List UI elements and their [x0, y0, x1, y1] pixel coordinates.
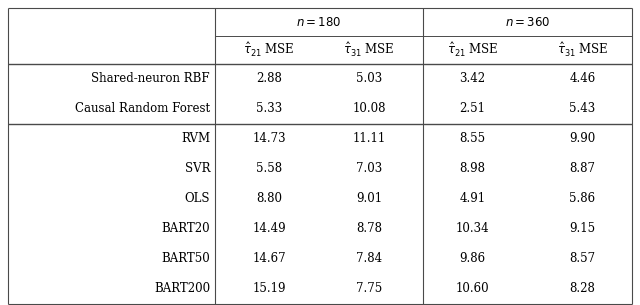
Text: 15.19: 15.19 — [252, 282, 285, 296]
Text: 2.88: 2.88 — [256, 73, 282, 85]
Text: 8.87: 8.87 — [570, 163, 595, 175]
Text: OLS: OLS — [184, 192, 210, 206]
Text: 9.90: 9.90 — [570, 132, 596, 145]
Text: RVM: RVM — [181, 132, 210, 145]
Text: BART20: BART20 — [161, 223, 210, 235]
Text: $\hat{\tau}_{21}$ MSE: $\hat{\tau}_{21}$ MSE — [447, 41, 498, 59]
Text: Causal Random Forest: Causal Random Forest — [75, 102, 210, 116]
Text: 8.80: 8.80 — [256, 192, 282, 206]
Text: SVR: SVR — [184, 163, 210, 175]
Text: 9.01: 9.01 — [356, 192, 382, 206]
Text: 7.84: 7.84 — [356, 253, 382, 265]
Text: 5.43: 5.43 — [570, 102, 596, 116]
Text: 8.98: 8.98 — [460, 163, 486, 175]
Text: 5.58: 5.58 — [256, 163, 282, 175]
Text: 2.51: 2.51 — [460, 102, 486, 116]
Text: 8.28: 8.28 — [570, 282, 595, 296]
Text: $\hat{\tau}_{31}$ MSE: $\hat{\tau}_{31}$ MSE — [557, 41, 608, 59]
Text: 5.33: 5.33 — [256, 102, 282, 116]
Text: 14.49: 14.49 — [252, 223, 286, 235]
Text: Shared-neuron RBF: Shared-neuron RBF — [92, 73, 210, 85]
Text: 5.03: 5.03 — [356, 73, 382, 85]
Text: 9.15: 9.15 — [570, 223, 596, 235]
Text: $\hat{\tau}_{21}$ MSE: $\hat{\tau}_{21}$ MSE — [243, 41, 295, 59]
Text: 5.86: 5.86 — [570, 192, 596, 206]
Text: 8.57: 8.57 — [570, 253, 596, 265]
Text: 9.86: 9.86 — [460, 253, 486, 265]
Text: 11.11: 11.11 — [353, 132, 386, 145]
Text: 4.46: 4.46 — [570, 73, 596, 85]
Text: 8.78: 8.78 — [356, 223, 382, 235]
Text: 7.03: 7.03 — [356, 163, 382, 175]
Text: $n = 180$: $n = 180$ — [296, 16, 342, 28]
Text: BART200: BART200 — [154, 282, 210, 296]
Text: 10.60: 10.60 — [456, 282, 490, 296]
Text: 14.67: 14.67 — [252, 253, 286, 265]
Text: 4.91: 4.91 — [460, 192, 486, 206]
Text: 3.42: 3.42 — [460, 73, 486, 85]
Text: 7.75: 7.75 — [356, 282, 382, 296]
Text: 14.73: 14.73 — [252, 132, 286, 145]
Text: 8.55: 8.55 — [460, 132, 486, 145]
Text: 10.34: 10.34 — [456, 223, 490, 235]
Text: 10.08: 10.08 — [352, 102, 386, 116]
Text: $n = 360$: $n = 360$ — [505, 16, 550, 28]
Text: BART50: BART50 — [161, 253, 210, 265]
Text: $\hat{\tau}_{31}$ MSE: $\hat{\tau}_{31}$ MSE — [343, 41, 395, 59]
